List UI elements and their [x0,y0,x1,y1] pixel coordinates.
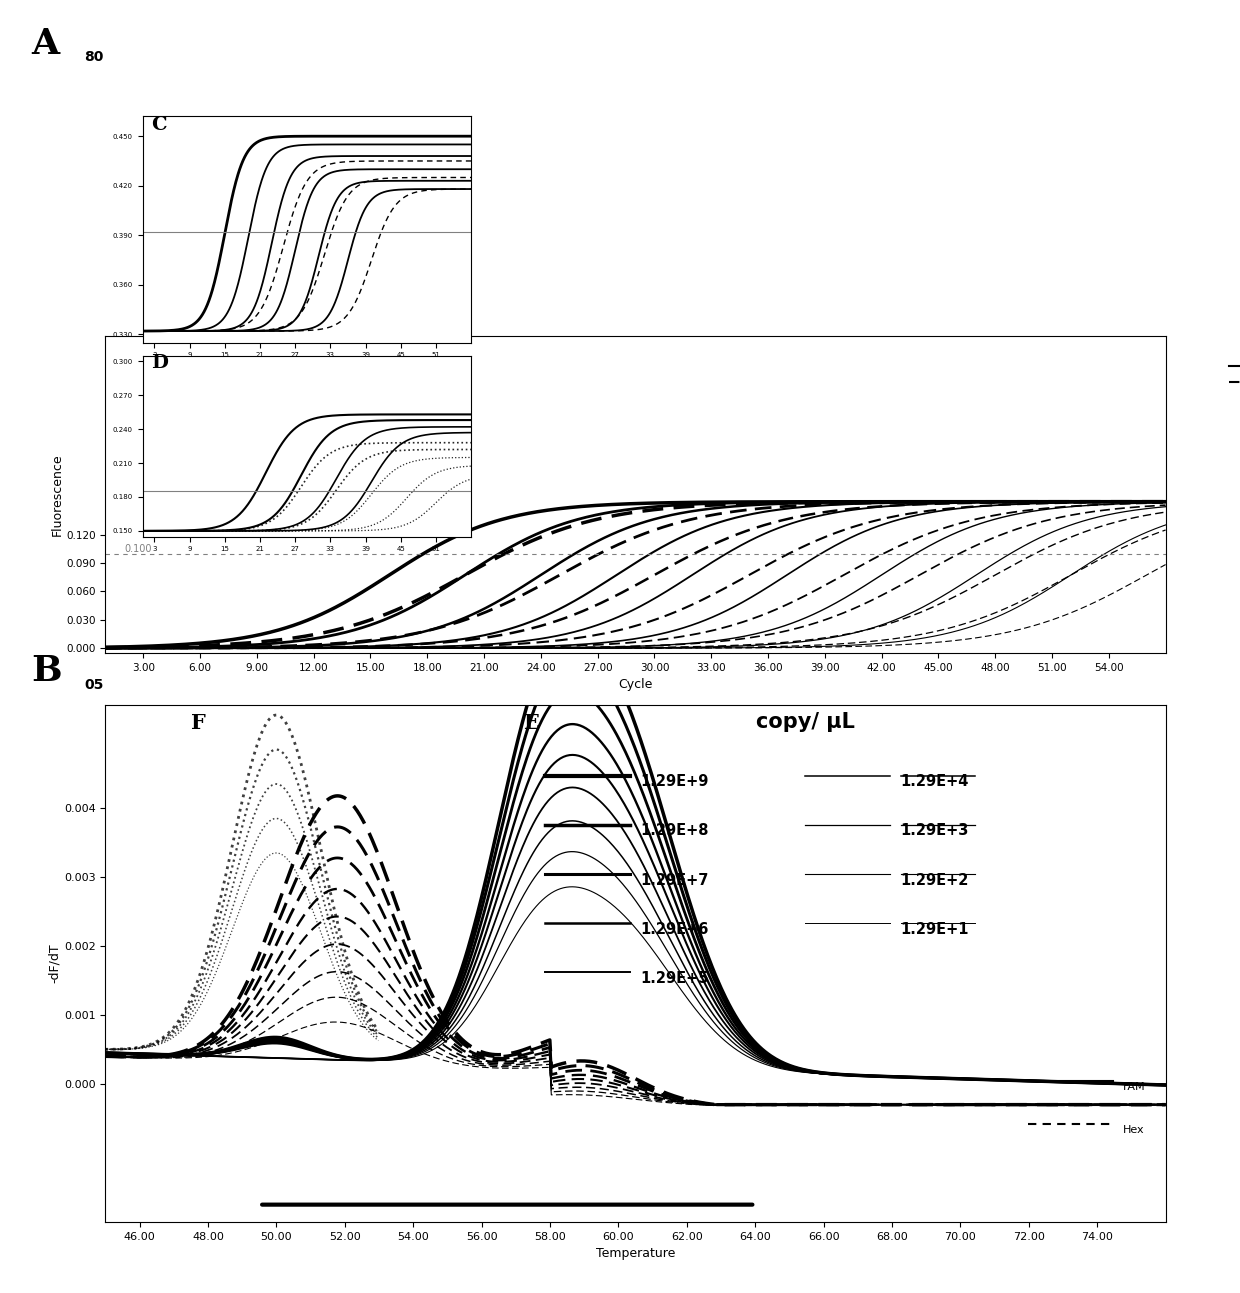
Text: 1.29E+8: 1.29E+8 [641,824,709,838]
X-axis label: Temperature: Temperature [595,1248,676,1261]
Text: D: D [151,354,169,372]
Text: 80: 80 [84,49,104,63]
X-axis label: Cycle: Cycle [619,679,652,692]
Text: FAM: FAM [1123,1082,1146,1093]
Text: 1.29E+7: 1.29E+7 [641,873,709,887]
Text: F: F [191,712,206,733]
Y-axis label: Fluorescence: Fluorescence [51,454,63,535]
Text: 1.29E+4: 1.29E+4 [900,775,968,789]
Legend: FAM, Hex: FAM, Hex [1225,358,1240,392]
Text: 1.29E+1: 1.29E+1 [900,922,968,936]
Y-axis label: -dF/dT: -dF/dT [48,944,61,983]
Text: 1.29E+6: 1.29E+6 [641,922,709,936]
Text: C: C [151,115,167,133]
Text: 0.100: 0.100 [124,544,151,553]
Text: 1.29E+2: 1.29E+2 [900,873,968,887]
Text: 1.29E+9: 1.29E+9 [641,775,709,789]
Text: 1.29E+5: 1.29E+5 [641,971,709,985]
Text: 05: 05 [84,678,104,692]
Text: copy/ μL: copy/ μL [755,712,854,732]
Text: 1.29E+3: 1.29E+3 [900,824,968,838]
Text: Hex: Hex [1123,1125,1145,1135]
Text: A: A [31,27,60,61]
Text: B: B [31,654,62,688]
Text: E: E [522,712,538,733]
